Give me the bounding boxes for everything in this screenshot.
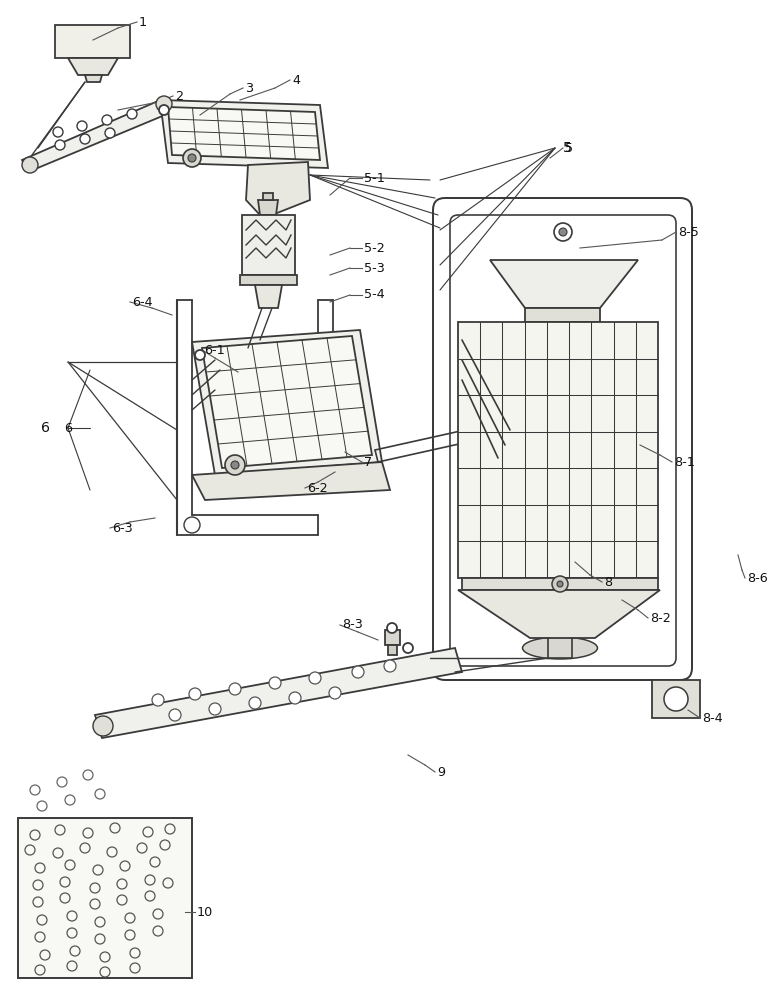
Circle shape bbox=[183, 149, 201, 167]
Circle shape bbox=[105, 128, 115, 138]
Text: 8-2: 8-2 bbox=[650, 611, 671, 624]
Circle shape bbox=[387, 623, 397, 633]
Polygon shape bbox=[385, 630, 400, 645]
Circle shape bbox=[554, 223, 572, 241]
Text: 5-3: 5-3 bbox=[364, 261, 385, 274]
Circle shape bbox=[552, 576, 568, 592]
Polygon shape bbox=[192, 462, 390, 500]
Text: 6: 6 bbox=[41, 421, 49, 435]
Polygon shape bbox=[85, 75, 102, 82]
Polygon shape bbox=[160, 100, 328, 168]
Text: 7: 7 bbox=[364, 456, 372, 468]
Circle shape bbox=[189, 688, 201, 700]
Circle shape bbox=[309, 672, 321, 684]
Text: 5-4: 5-4 bbox=[364, 288, 384, 302]
Circle shape bbox=[225, 455, 245, 475]
Circle shape bbox=[664, 687, 688, 711]
Text: 4: 4 bbox=[292, 74, 300, 87]
Text: 5: 5 bbox=[565, 141, 573, 154]
Circle shape bbox=[22, 157, 38, 173]
Text: 8-4: 8-4 bbox=[702, 712, 723, 724]
Circle shape bbox=[93, 716, 113, 736]
Bar bbox=[18, 818, 192, 978]
Text: 5-2: 5-2 bbox=[364, 241, 384, 254]
Text: 6-4: 6-4 bbox=[132, 296, 153, 308]
Polygon shape bbox=[388, 645, 397, 655]
Circle shape bbox=[231, 461, 239, 469]
Text: 8-6: 8-6 bbox=[747, 572, 768, 584]
Bar bbox=[462, 578, 658, 590]
Text: 9: 9 bbox=[437, 766, 445, 778]
Circle shape bbox=[559, 228, 567, 236]
Circle shape bbox=[329, 687, 341, 699]
Circle shape bbox=[384, 660, 396, 672]
Text: 6-3: 6-3 bbox=[112, 522, 133, 534]
Text: 10: 10 bbox=[197, 906, 213, 918]
Polygon shape bbox=[246, 162, 310, 215]
Bar bbox=[652, 680, 700, 718]
Circle shape bbox=[289, 692, 301, 704]
Text: 2: 2 bbox=[175, 90, 183, 103]
Polygon shape bbox=[263, 193, 273, 200]
Text: 5-1: 5-1 bbox=[364, 172, 385, 184]
Circle shape bbox=[159, 105, 169, 115]
Circle shape bbox=[188, 154, 196, 162]
Text: 6-2: 6-2 bbox=[307, 482, 327, 494]
Text: 8-1: 8-1 bbox=[674, 456, 695, 468]
Polygon shape bbox=[68, 58, 118, 75]
Polygon shape bbox=[168, 107, 320, 160]
Circle shape bbox=[195, 350, 205, 360]
Polygon shape bbox=[95, 648, 462, 738]
Circle shape bbox=[229, 683, 241, 695]
Circle shape bbox=[403, 643, 413, 653]
Text: 1: 1 bbox=[139, 15, 147, 28]
Polygon shape bbox=[255, 285, 282, 308]
Polygon shape bbox=[242, 215, 295, 275]
Text: 8-5: 8-5 bbox=[678, 226, 699, 238]
Circle shape bbox=[77, 121, 87, 131]
Polygon shape bbox=[55, 25, 130, 58]
Circle shape bbox=[209, 703, 221, 715]
Polygon shape bbox=[458, 590, 660, 638]
Circle shape bbox=[102, 115, 112, 125]
Circle shape bbox=[249, 697, 261, 709]
Text: 8-3: 8-3 bbox=[342, 618, 363, 632]
Circle shape bbox=[55, 140, 65, 150]
Polygon shape bbox=[22, 98, 172, 172]
Text: 3: 3 bbox=[245, 82, 253, 95]
Polygon shape bbox=[490, 260, 638, 308]
Polygon shape bbox=[258, 200, 278, 215]
Circle shape bbox=[184, 517, 200, 533]
Circle shape bbox=[152, 694, 164, 706]
Circle shape bbox=[156, 96, 172, 112]
Text: 5: 5 bbox=[563, 141, 572, 155]
Circle shape bbox=[53, 127, 63, 137]
Text: 6: 6 bbox=[64, 422, 72, 434]
Circle shape bbox=[557, 581, 563, 587]
Text: 6-1: 6-1 bbox=[204, 344, 225, 357]
Circle shape bbox=[269, 677, 281, 689]
Circle shape bbox=[169, 709, 181, 721]
Bar bbox=[525, 308, 600, 322]
Polygon shape bbox=[202, 336, 372, 468]
Bar bbox=[458, 322, 658, 578]
Circle shape bbox=[80, 134, 90, 144]
Circle shape bbox=[352, 666, 364, 678]
Circle shape bbox=[127, 109, 137, 119]
Ellipse shape bbox=[522, 637, 597, 659]
Polygon shape bbox=[240, 275, 297, 285]
Text: 8: 8 bbox=[604, 576, 612, 588]
Polygon shape bbox=[192, 330, 382, 475]
